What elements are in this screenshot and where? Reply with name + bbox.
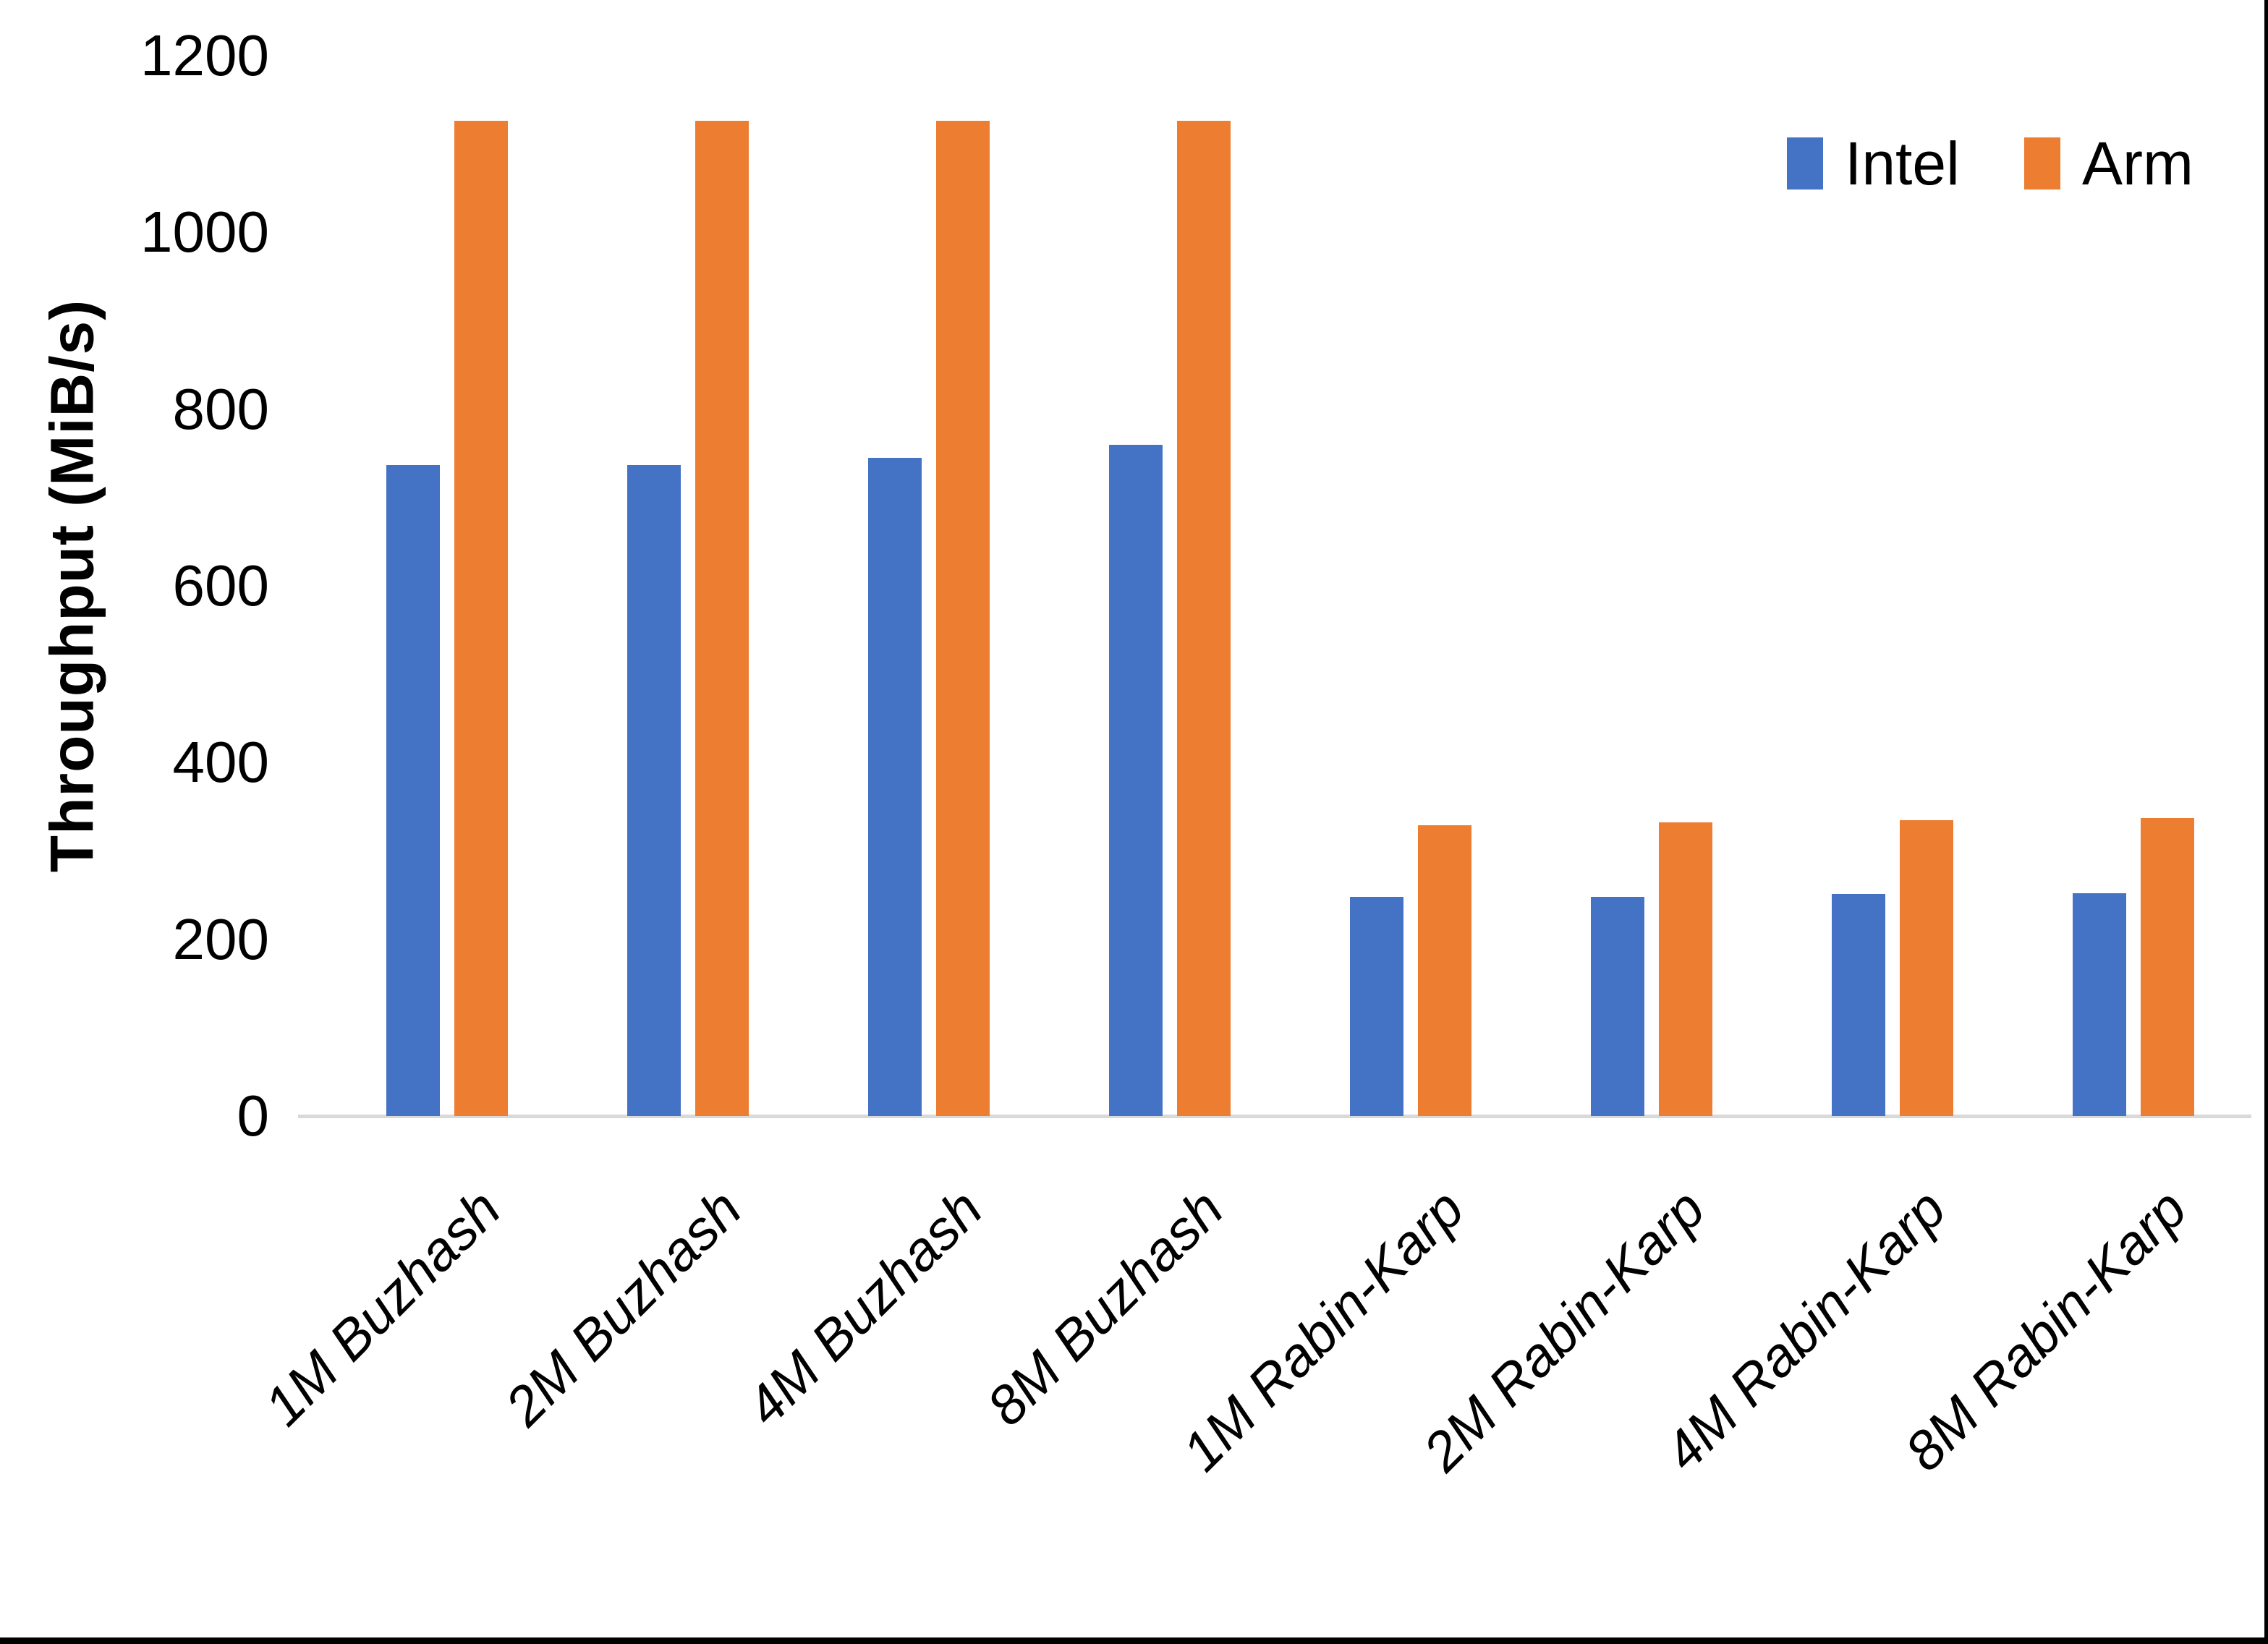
y-tick-label: 400 [172,730,269,795]
y-tick-label: 200 [172,906,269,971]
bar-arm-6 [1658,822,1712,1116]
y-tick-label: 1200 [140,23,269,88]
bar-intel-3 [867,457,922,1116]
y-tick-label: 600 [172,553,269,618]
legend-swatch-arm [2024,137,2060,189]
y-tick-label: 0 [237,1083,270,1148]
bar-arm-4 [1176,121,1231,1116]
bar-intel-2 [627,464,681,1116]
bar-arm-3 [935,121,990,1116]
bar-intel-4 [1108,444,1163,1116]
legend-label-arm: Arm [2082,129,2193,197]
x-axis-line [298,1115,2251,1118]
bar-intel-1 [386,464,440,1116]
x-category-label: 1M Buzhash [252,1177,513,1438]
bar-arm-7 [1899,819,1953,1116]
bar-arm-1 [454,121,508,1116]
y-tick-label: 1000 [140,200,269,265]
legend-swatch-intel [1787,137,1823,189]
bar-arm-5 [1417,825,1471,1116]
legend-item-arm: Arm [2024,127,2193,200]
bar-arm-2 [695,121,749,1116]
legend-item-intel: Intel [1787,127,1960,200]
screenshot-bottom-border [0,1637,2268,1644]
x-category-label: 4M Buzhash [734,1177,995,1438]
legend-label-intel: Intel [1845,129,1960,197]
bar-intel-6 [1590,897,1644,1116]
bar-intel-8 [2072,893,2126,1116]
x-category-label: 2M Buzhash [493,1177,754,1438]
x-category-label: 8M Buzhash [975,1177,1236,1438]
bar-arm-8 [2140,818,2194,1116]
bar-intel-5 [1349,897,1403,1116]
screenshot-right-border [2264,0,2268,1644]
bar-intel-7 [1831,894,1885,1116]
y-tick-label: 800 [172,376,269,441]
